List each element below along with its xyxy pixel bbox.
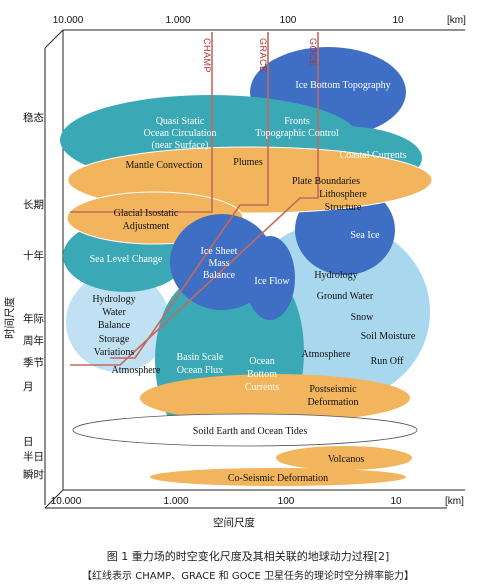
label-snow: Snow <box>351 312 375 323</box>
label-balance: Balance <box>203 270 236 281</box>
label-ocean-circulation: Ocean Circulation <box>143 128 216 139</box>
y-cat-interannual: 年际 <box>23 312 44 325</box>
coseismic-ellipse <box>150 468 406 486</box>
label-ice-bottom-topography: Ice Bottom Topography <box>295 80 390 91</box>
label-currents: Currents <box>245 382 280 393</box>
label-adjustment: Adjustment <box>123 221 170 232</box>
bottom-tick-100: 100 <box>278 496 295 507</box>
volcanos-ellipse <box>276 446 412 470</box>
y-cat-instant: 瞬时 <box>23 468 44 481</box>
label-sea-level-change: Sea Level Change <box>90 254 163 265</box>
y-cat-decade: 十年 <box>23 249 44 262</box>
y-axis-label: 时间尺度 <box>3 297 16 339</box>
label-storage: Storage <box>99 334 130 345</box>
mission-lines <box>70 32 319 366</box>
label-hydrology-left: Hydrology <box>92 294 135 305</box>
label-ice-sheet: Ice Sheet <box>201 246 238 257</box>
top-tick-100: 100 <box>280 15 297 26</box>
top-tick-10: 10 <box>392 15 404 26</box>
label-volcanos: Volcanos <box>328 454 365 465</box>
earth-tides-band <box>72 413 418 447</box>
label-mass: Mass <box>208 258 229 269</box>
label-deformation: Deformation <box>307 397 358 408</box>
label-soil-moisture: Soil Moisture <box>361 331 416 342</box>
bottom-x-ticks: 10.000 1.000 100 10 [km] 空间尺度 <box>51 496 464 529</box>
y-categories: 稳态 长期 十年 年际 周年 季节 月 日 半日 瞬时 时间尺度 <box>3 111 44 481</box>
phenomena-labels: Ice Bottom Topography Quasi Static Ocean… <box>90 80 416 484</box>
label-coseismic: Co-Seismic Deformation <box>228 473 328 484</box>
label-hydrology-right: Hydrology <box>314 270 357 281</box>
label-lithosphere: Lithosphere <box>319 189 367 200</box>
label-structure: Structure <box>325 202 362 213</box>
y-cat-seasonal: 季节 <box>23 357 44 369</box>
ice-sheet-ellipse <box>170 214 274 310</box>
label-ocean: Ocean <box>249 356 275 367</box>
label-balance-left: Balance <box>98 320 131 331</box>
top-unit: [km] <box>447 15 466 26</box>
top-tick-10000: 10.000 <box>53 15 84 26</box>
champ-label: CHAMP <box>202 38 212 73</box>
y-cat-month: 月 <box>23 381 34 393</box>
caption-note: 【红线表示 CHAMP、GRACE 和 GOCE 卫星任务的理论时空分辨率能力】 <box>82 571 414 582</box>
goce-label: GOCE <box>308 38 318 67</box>
goce-line <box>70 32 319 366</box>
postseismic-ellipse <box>140 374 410 422</box>
y-cat-day: 日 <box>23 436 34 448</box>
y-cat-semidiurnal: 半日 <box>23 450 44 463</box>
bottom-tick-10000: 10.000 <box>51 496 82 507</box>
bottom-tick-10: 10 <box>390 496 402 507</box>
hydrology-left-ellipse <box>66 272 170 372</box>
top-tick-1000: 1.000 <box>165 15 190 26</box>
bottom-unit: [km] <box>445 496 464 507</box>
label-bottom: Bottom <box>247 369 277 380</box>
label-atmosphere-left: Atmosphere <box>112 365 161 376</box>
label-ice-flow: Ice Flow <box>254 276 290 287</box>
grace-label: GRACE <box>258 38 268 73</box>
label-variations: Variations <box>94 347 135 358</box>
label-coastal-currents: Coastal Currents <box>340 150 407 161</box>
label-run-off: Run Off <box>371 356 405 367</box>
label-mantle-convection: Mantle Convection <box>126 160 203 171</box>
axis-frame <box>44 29 465 509</box>
label-ground-water: Ground Water <box>317 291 374 302</box>
label-fronts: Fronts <box>284 116 310 127</box>
label-glacial-isostatic: Glacial Isostatic <box>114 208 179 219</box>
label-ocean-flux: Ocean Flux <box>177 365 223 376</box>
y-cat-annual: 周年 <box>23 334 44 347</box>
x-axis-label: 空间尺度 <box>213 516 255 529</box>
label-earth-tides: Soild Earth and Ocean Tides <box>193 426 308 437</box>
label-near-surface: (near Surface) <box>152 140 209 151</box>
label-plate-boundaries: Plate Boundaries <box>292 176 360 187</box>
bottom-tick-1000: 1.000 <box>163 496 188 507</box>
label-atmosphere-right: Atmosphere <box>302 349 351 360</box>
label-postseismic: Postseismic <box>309 384 357 395</box>
caption-title: 图 1 重力场的时空变化尺度及其相关联的地球动力过程[2] <box>106 550 390 563</box>
label-topographic-control: Topographic Control <box>255 128 339 139</box>
top-x-ticks: 10.000 1.000 100 10 [km] <box>53 15 466 26</box>
champ-line <box>70 32 213 213</box>
label-water: Water <box>102 307 126 318</box>
label-basin-scale: Basin Scale <box>177 352 224 363</box>
y-cat-long-term: 长期 <box>23 199 44 211</box>
label-sea-ice: Sea Ice <box>350 230 380 241</box>
label-quasi-static: Quasi Static <box>156 116 205 127</box>
label-plumes: Plumes <box>233 157 263 168</box>
y-cat-steady: 稳态 <box>23 111 44 124</box>
